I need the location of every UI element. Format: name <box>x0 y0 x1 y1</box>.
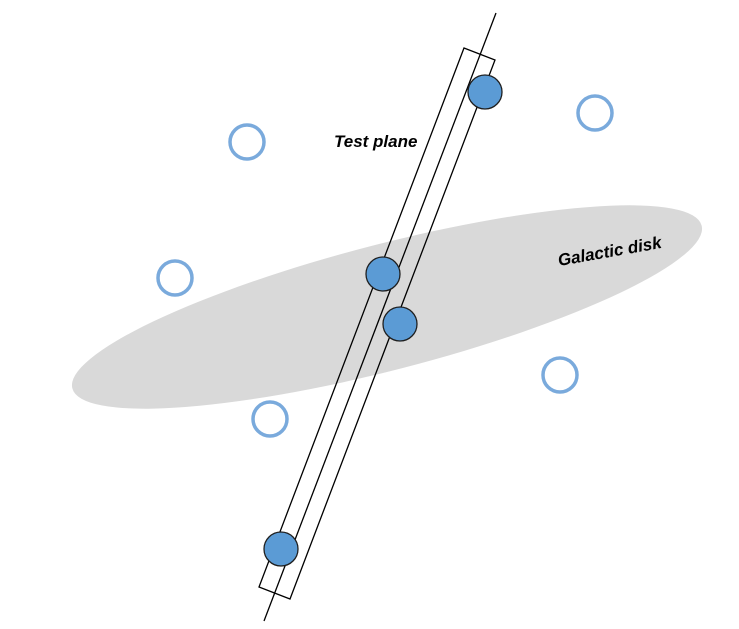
test-plane-axis-line <box>263 12 497 622</box>
hollow-dot <box>576 94 614 132</box>
hollow-dot <box>156 259 194 297</box>
filled-dot <box>263 531 299 567</box>
hollow-dot <box>251 400 289 438</box>
hollow-dot <box>228 123 266 161</box>
filled-dot <box>382 306 418 342</box>
filled-dot <box>467 74 503 110</box>
hollow-dot <box>541 356 579 394</box>
test-plane-slab <box>258 47 496 600</box>
galactic-disk <box>71 205 703 409</box>
test-plane-label: Test plane <box>334 132 417 151</box>
filled-dot <box>365 256 401 292</box>
